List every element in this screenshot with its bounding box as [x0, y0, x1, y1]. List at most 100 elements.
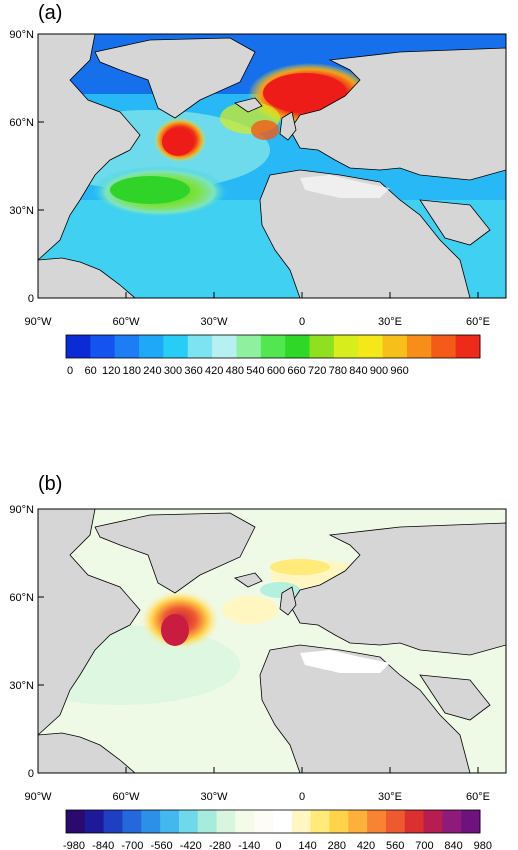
- panel-a-lon-label: 30°W: [200, 316, 228, 328]
- panel-b-colorbar-label: -280: [209, 840, 231, 850]
- panel-b-colorbar-cell: [348, 810, 368, 833]
- panel-b-lat-label: 0: [28, 768, 34, 780]
- panel-a-colorbar-cell: [114, 335, 140, 358]
- panel-a-colorbar-cell: [431, 335, 457, 358]
- panel-a-lon-ticks: [37, 292, 479, 298]
- panel-b-colorbar-cell: [385, 810, 406, 833]
- panel-a-colorbar-cell: [187, 335, 213, 358]
- panel-a-colorbar-cell: [163, 335, 189, 358]
- panel-b-colorbar-cell: [235, 810, 255, 833]
- panel-a-colorbar-label: 600: [267, 365, 285, 377]
- panel-b-colorbar-cell: [254, 810, 274, 833]
- panel-b-colorbar-cell: [404, 810, 425, 833]
- panel-a-lat-label: 30°N: [9, 205, 34, 217]
- panel-a-lat-label: 60°N: [9, 117, 34, 129]
- panel-b-colorbar-label: 280: [328, 840, 346, 850]
- panel-a-map: 90°N 60°N 30°N 0 90°W 60°W 30°W 0 30°E 6…: [9, 29, 507, 377]
- panel-b-colorbar-cell: [66, 810, 86, 833]
- panel-a-lat-label: 0: [28, 293, 34, 305]
- panel-a-colorbar-cell: [260, 335, 286, 358]
- panel-b-lon-label: 60°W: [112, 791, 140, 803]
- panel-a-colorbar-cell: [309, 335, 335, 358]
- panel-b-colorbar-cell: [122, 810, 142, 833]
- panel-a-lon-label: 0: [299, 316, 305, 328]
- panel-a-colorbar-label: 840: [349, 365, 367, 377]
- panel-b-colorbar-cell: [178, 810, 199, 833]
- panel-b-colorbar-cell: [273, 810, 293, 833]
- panel-b-lat-label: 30°N: [9, 680, 34, 692]
- panel-b-colorbar-cell: [423, 810, 443, 833]
- panel-a-label: (a): [38, 2, 63, 24]
- panel-a-colorbar-label: 60: [84, 365, 96, 377]
- panel-b-lon-label: 30°W: [200, 791, 228, 803]
- panel-a-colorbar-label: 660: [287, 365, 305, 377]
- panel-b-lat-label: 60°N: [9, 592, 34, 604]
- panel-b-colorbar-label: -840: [92, 840, 114, 850]
- panel-b-colorbar-label: 560: [386, 840, 404, 850]
- panel-a-lon-label: 60°W: [112, 316, 140, 328]
- panel-a-lat-ticks: [38, 33, 44, 299]
- panel-b-colorbar-cell: [442, 810, 462, 833]
- panel-a-colorbar-cell: [406, 335, 432, 358]
- panel-b-lon-label: 30°E: [378, 791, 402, 803]
- panel-b-lon-label: 60°E: [466, 791, 490, 803]
- panel-b-lat-label: 90°N: [9, 504, 34, 516]
- panel-a-colorbar-cell: [66, 335, 91, 358]
- panel-b-colorbar-cell: [310, 810, 330, 833]
- panel-b-colorbar: -980 -840 -700 -560 -420 -280 -140 0 140 280 420 56…: [63, 809, 492, 850]
- panel-a-colorbar-label: 120: [102, 365, 120, 377]
- panel-b-colorbar-label: -140: [238, 840, 260, 850]
- panel-a-colorbar-label: 0: [67, 365, 73, 377]
- panel-b-colorbar-cell: [216, 810, 236, 833]
- panel-b-lat-ticks: [38, 508, 44, 774]
- panel-a-colorbar-label: 240: [143, 365, 161, 377]
- panel-b-colorbar-label: 700: [415, 840, 433, 850]
- panel-a-colorbar-cell: [382, 335, 408, 358]
- panel-a-colorbar-cell: [285, 335, 311, 358]
- panel-a-colorbar-label: 900: [370, 365, 388, 377]
- panel-a-colorbar-cell: [139, 335, 164, 358]
- panel-b-lon-ticks: [37, 767, 479, 773]
- panel-b-lon-label: 90°W: [24, 791, 52, 803]
- panel-b-colorbar-cell: [141, 810, 161, 833]
- panel-a-colorbar-label: 180: [123, 365, 141, 377]
- panel-a-colorbar-label: 540: [246, 365, 264, 377]
- panel-a-colorbar-label: 360: [184, 365, 202, 377]
- panel-b-colorbar-label: 0: [275, 840, 281, 850]
- panel-a-colorbar-cell: [236, 335, 262, 358]
- panel-b-colorbar-frame: [65, 809, 481, 834]
- panel-a-colorbar-cell: [90, 335, 116, 358]
- panel-a-lon-label: 60°E: [466, 316, 490, 328]
- panel-b-colorbar-cell: [329, 810, 349, 833]
- panel-a-lat-label: 90°N: [9, 29, 34, 41]
- panel-b-colorbar-cell: [367, 810, 387, 833]
- panel-a-colorbar-cell: [358, 335, 384, 358]
- panel-b-lon-label: 0: [299, 791, 305, 803]
- panel-a: (a): [9, 2, 507, 377]
- panel-b-colorbar-cell: [461, 810, 481, 833]
- panel-b-colorbar-label: -560: [151, 840, 173, 850]
- panel-a-colorbar-label: 720: [308, 365, 326, 377]
- panel-b-colorbar-label: -980: [63, 840, 85, 850]
- panel-b-colorbar-cell: [197, 810, 218, 833]
- panel-a-colorbar-cell: [212, 335, 237, 358]
- panel-b-colorbar-label: -700: [121, 840, 143, 850]
- panel-a-colorbar-frame: [65, 334, 481, 359]
- panel-b-colorbar-label: 420: [357, 840, 375, 850]
- panel-b-colorbar-cell: [160, 810, 180, 833]
- panel-a-colorbar-cell: [455, 335, 481, 358]
- panel-a-colorbar-cell: [333, 335, 359, 358]
- panel-a-lon-label: 30°E: [378, 316, 402, 328]
- panel-b-colorbar-cell: [291, 810, 312, 833]
- panel-b-colorbar-label: 840: [444, 840, 462, 850]
- panel-b-colorbar-label: -420: [180, 840, 202, 850]
- panel-b-colorbar-cell: [84, 810, 105, 833]
- panel-a-colorbar-label: 480: [226, 365, 244, 377]
- panel-b-map: 90°N 60°N 30°N 0 90°W 60°W 30°W 0 30°E 6…: [9, 504, 507, 850]
- panel-a-colorbar-label: 780: [329, 365, 347, 377]
- panel-a-colorbar-label: 420: [205, 365, 223, 377]
- panel-b: (b): [0, 425, 518, 850]
- panel-b-colorbar-cell: [103, 810, 123, 833]
- panel-b-colorbar-label: 980: [474, 840, 492, 850]
- panel-a-colorbar-label: 960: [390, 365, 408, 377]
